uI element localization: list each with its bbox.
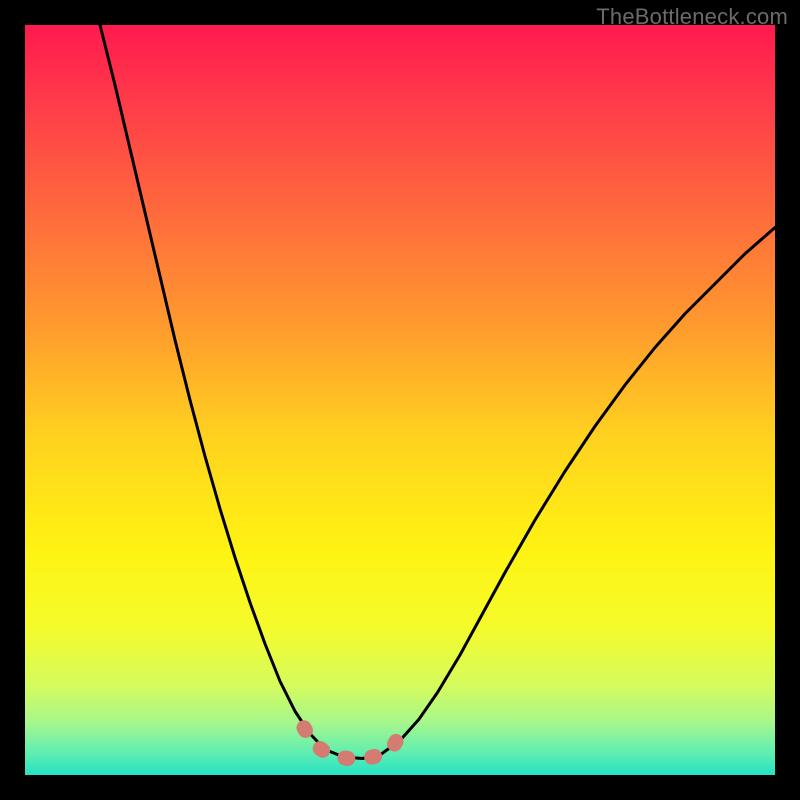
highlight-band xyxy=(304,728,402,759)
plot-curves xyxy=(25,25,775,775)
watermark-text: TheBottleneck.com xyxy=(596,4,788,30)
chart-frame: TheBottleneck.com xyxy=(0,0,800,800)
bottleneck-curve xyxy=(100,25,775,759)
